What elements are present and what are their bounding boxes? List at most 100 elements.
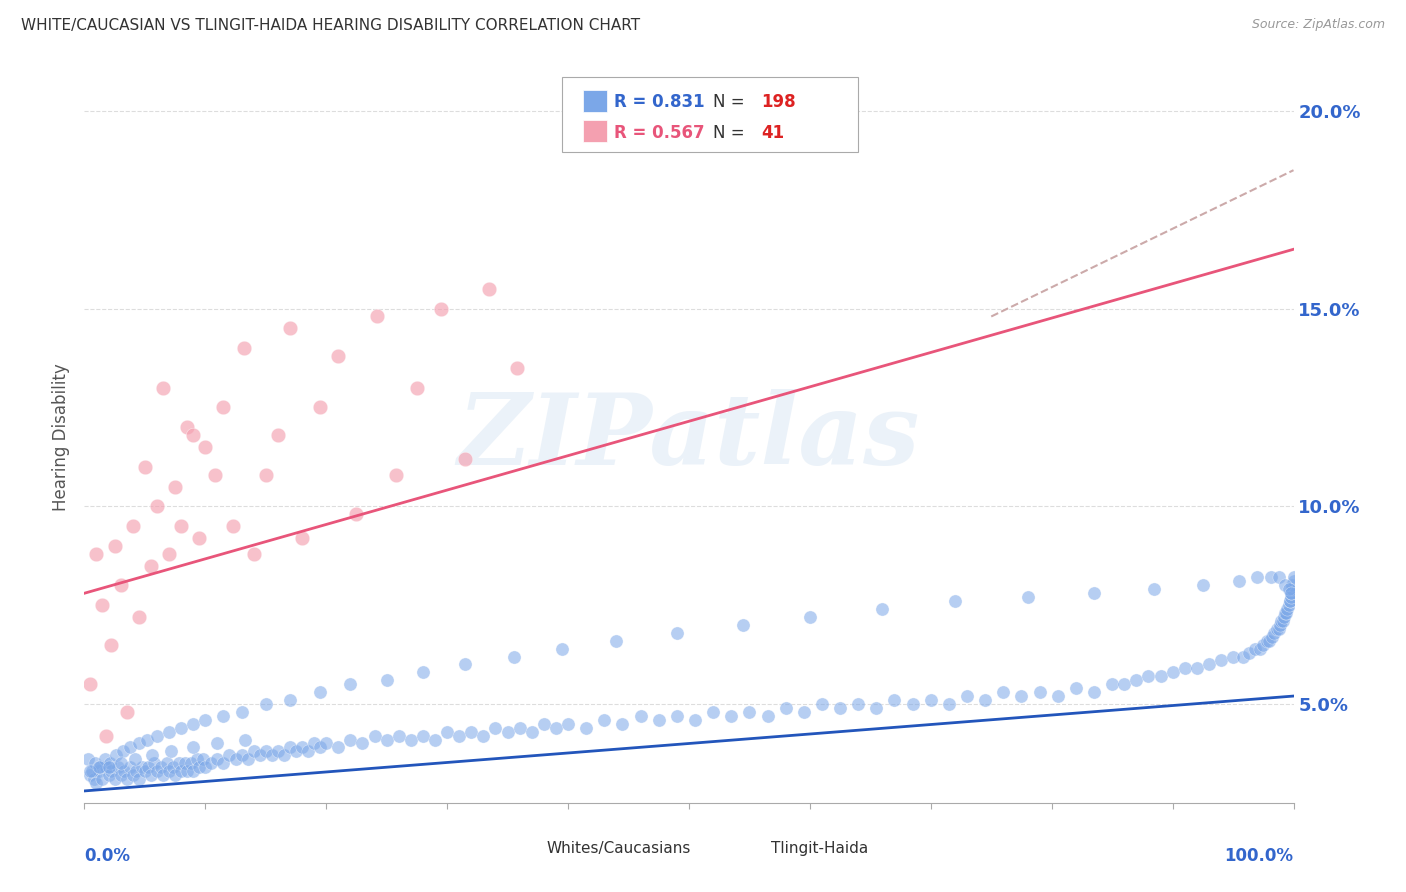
Point xyxy=(79,677,101,691)
Point xyxy=(218,748,240,763)
Point xyxy=(1237,646,1260,660)
Point xyxy=(1271,614,1294,628)
Point xyxy=(315,737,337,751)
Point xyxy=(152,768,174,782)
Point xyxy=(170,721,193,735)
Point xyxy=(267,744,290,758)
Text: N =: N = xyxy=(713,124,745,142)
Point xyxy=(157,764,180,779)
Point xyxy=(124,752,146,766)
Point xyxy=(1270,614,1292,628)
Point xyxy=(181,716,204,731)
Point xyxy=(1275,606,1298,620)
Point xyxy=(254,467,277,482)
Point xyxy=(412,729,434,743)
Point xyxy=(1278,598,1301,612)
Point xyxy=(830,701,852,715)
Point xyxy=(165,479,187,493)
Point xyxy=(683,713,706,727)
Point xyxy=(260,748,283,763)
Point xyxy=(291,531,314,545)
Point xyxy=(665,708,688,723)
Point xyxy=(186,752,208,766)
Point xyxy=(1185,661,1208,675)
Point xyxy=(110,756,132,771)
Point xyxy=(302,737,325,751)
Point xyxy=(1268,570,1291,584)
Text: WHITE/CAUCASIAN VS TLINGIT-HAIDA HEARING DISABILITY CORRELATION CHART: WHITE/CAUCASIAN VS TLINGIT-HAIDA HEARING… xyxy=(21,18,640,33)
Point xyxy=(188,760,211,774)
Point xyxy=(883,693,905,707)
FancyBboxPatch shape xyxy=(582,120,607,143)
Point xyxy=(1101,677,1123,691)
Point xyxy=(648,713,671,727)
Point xyxy=(1028,685,1050,699)
Point xyxy=(738,705,761,719)
Point xyxy=(1046,689,1069,703)
Point xyxy=(1083,586,1105,600)
Point xyxy=(460,724,482,739)
Point xyxy=(454,657,477,672)
Point xyxy=(1137,669,1160,683)
Text: Whites/Caucasians: Whites/Caucasians xyxy=(547,841,690,856)
Point xyxy=(207,737,229,751)
Point xyxy=(630,708,652,723)
Point xyxy=(1265,622,1288,636)
Point xyxy=(1249,641,1271,656)
Point xyxy=(128,610,150,624)
Point xyxy=(112,764,135,779)
Point xyxy=(720,708,742,723)
Point xyxy=(91,598,114,612)
Point xyxy=(1277,602,1299,616)
Point xyxy=(128,772,150,786)
Point xyxy=(149,760,172,774)
Point xyxy=(79,768,101,782)
Point xyxy=(100,638,122,652)
Point xyxy=(152,381,174,395)
Point xyxy=(1083,685,1105,699)
Point xyxy=(231,748,253,763)
Point xyxy=(1192,578,1215,592)
Point xyxy=(793,705,815,719)
Point xyxy=(125,764,148,779)
Text: R = 0.567: R = 0.567 xyxy=(614,124,704,142)
Point xyxy=(146,500,169,514)
Point xyxy=(297,744,319,758)
Point xyxy=(872,602,894,616)
Point xyxy=(89,760,111,774)
Point xyxy=(87,823,110,838)
Point xyxy=(249,748,271,763)
Text: Source: ZipAtlas.com: Source: ZipAtlas.com xyxy=(1251,18,1385,31)
Point xyxy=(375,673,398,688)
Point xyxy=(1270,618,1292,632)
Point xyxy=(146,729,169,743)
FancyBboxPatch shape xyxy=(513,838,540,862)
Point xyxy=(363,729,385,743)
Point xyxy=(212,708,235,723)
Point xyxy=(509,721,531,735)
Point xyxy=(1011,689,1033,703)
Point xyxy=(128,737,150,751)
Point xyxy=(112,744,135,758)
Point xyxy=(1279,591,1302,605)
Point xyxy=(901,697,924,711)
Point xyxy=(278,321,301,335)
Point xyxy=(254,744,277,758)
Point xyxy=(811,697,834,711)
Y-axis label: Hearing Disability: Hearing Disability xyxy=(52,363,70,511)
Point xyxy=(423,732,446,747)
Point xyxy=(956,689,979,703)
Point xyxy=(200,756,222,771)
Point xyxy=(1258,633,1281,648)
Point xyxy=(180,756,202,771)
Text: R = 0.831: R = 0.831 xyxy=(614,93,704,111)
Point xyxy=(94,729,117,743)
Point xyxy=(665,625,688,640)
Point xyxy=(551,641,574,656)
Point xyxy=(544,721,567,735)
Point xyxy=(309,685,332,699)
Point xyxy=(436,724,458,739)
Point xyxy=(406,381,429,395)
Point xyxy=(110,578,132,592)
Point xyxy=(605,633,627,648)
